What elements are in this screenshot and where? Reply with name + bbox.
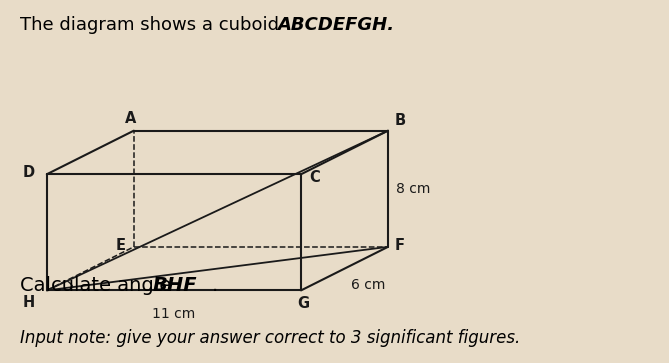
Text: The diagram shows a cuboid: The diagram shows a cuboid — [20, 16, 285, 34]
Text: ABCDEFGH.: ABCDEFGH. — [278, 16, 395, 34]
Text: Input note: give your answer correct to 3 significant figures.: Input note: give your answer correct to … — [20, 329, 520, 347]
Text: 11 cm: 11 cm — [153, 307, 195, 321]
Text: .: . — [211, 276, 217, 295]
Text: D: D — [23, 165, 35, 180]
Text: 8 cm: 8 cm — [396, 182, 430, 196]
Text: C: C — [309, 170, 320, 185]
Text: A: A — [124, 111, 136, 126]
Text: BHF: BHF — [153, 276, 197, 295]
Text: Calculate angle: Calculate angle — [20, 276, 177, 295]
Text: E: E — [116, 238, 126, 253]
Text: G: G — [298, 296, 310, 311]
Text: B: B — [395, 113, 406, 128]
Text: F: F — [395, 238, 405, 253]
Text: H: H — [23, 295, 35, 310]
Text: 6 cm: 6 cm — [351, 278, 385, 292]
